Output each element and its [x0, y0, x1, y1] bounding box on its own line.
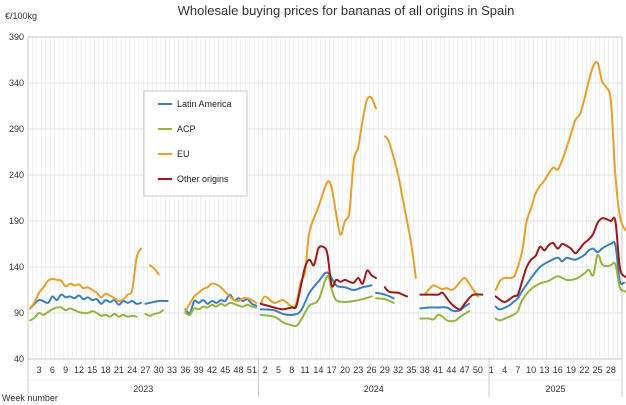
x-tick-label: 7 [515, 365, 520, 375]
x-tick-label: 50 [473, 365, 483, 375]
x-tick-label: 19 [566, 365, 576, 375]
y-tick-label: 390 [9, 32, 24, 42]
x-tick-label: 45 [220, 365, 230, 375]
x-tick-label: 9 [63, 365, 68, 375]
x-tick-label: 36 [180, 365, 190, 375]
year-label: 2025 [545, 384, 565, 394]
y-tick-label: 340 [9, 78, 24, 88]
x-tick-label: 48 [234, 365, 244, 375]
x-tick-label: 16 [553, 365, 563, 375]
x-tick-label: 8 [289, 365, 294, 375]
year-labels: 2023 2024 2025 [27, 359, 623, 397]
y-tick-label: 190 [9, 216, 24, 226]
legend-label-other-origins: Other origins [177, 174, 229, 184]
x-tick-label: 32 [393, 365, 403, 375]
x-tick-label: 38 [420, 365, 430, 375]
series-latin-america [29, 240, 626, 316]
x-tick-label: 1 [489, 365, 494, 375]
x-tick-label: 13 [539, 365, 549, 375]
y-tick-labels: 40 90 140 190 240 290 340 390 [9, 32, 24, 364]
legend-label-eu: EU [177, 149, 190, 159]
y-tick-label: 140 [9, 262, 24, 272]
series-line-acp [494, 253, 626, 322]
series-line-eu [383, 135, 417, 280]
x-tick-label: 26 [367, 365, 377, 375]
legend: Latin America ACP EU Other origins [143, 90, 248, 197]
series-line-latin-america [374, 291, 395, 300]
y-tick-label: 240 [9, 170, 24, 180]
x-tick-label: 12 [74, 365, 84, 375]
x-tick-label: 20 [340, 365, 350, 375]
legend-label-latin-america: Latin America [177, 99, 232, 109]
series-other-origins [259, 216, 626, 311]
x-tick-label: 27 [140, 365, 150, 375]
series-line-latin-america [144, 299, 169, 305]
series-line-latin-america [494, 240, 626, 311]
x-tick-label: 2 [263, 365, 268, 375]
x-tick-label: 44 [446, 365, 456, 375]
y-tick-label: 40 [14, 354, 24, 364]
x-tick-label: 30 [154, 365, 164, 375]
x-tick-label: 22 [579, 365, 589, 375]
x-tick-label: 18 [101, 365, 111, 375]
series-line-other-origins [419, 291, 484, 311]
x-tick-label: 10 [526, 365, 536, 375]
series-line-eu [148, 264, 160, 276]
series-line-eu [423, 277, 479, 298]
x-tick-label: 47 [460, 365, 470, 375]
series-line-acp [374, 297, 395, 304]
plot-frame [27, 36, 623, 360]
x-axis-label: Week number [2, 393, 58, 403]
x-tick-label: 17 [327, 365, 337, 375]
series-line-acp [419, 310, 471, 323]
series-line-latin-america [259, 271, 373, 316]
year-label: 2023 [133, 384, 153, 394]
series-lines [29, 60, 626, 327]
y-tick-label: 90 [14, 308, 24, 318]
series-line-acp [259, 275, 373, 327]
x-tick-label: 29 [380, 365, 390, 375]
x-tick-label: 25 [593, 365, 603, 375]
chart-title: Wholesale buying prices for bananas of a… [178, 3, 515, 18]
series-line-latin-america [29, 293, 143, 310]
series-line-other-origins [383, 286, 409, 298]
x-tick-label: 21 [114, 365, 124, 375]
series-line-acp [184, 301, 258, 316]
series-line-other-origins [494, 216, 626, 303]
series-line-eu [29, 247, 143, 310]
y-tick-label: 290 [9, 124, 24, 134]
x-tick-label: 51 [247, 365, 257, 375]
x-tick-label: 35 [406, 365, 416, 375]
x-tick-label: 41 [433, 365, 443, 375]
grid-lines [27, 36, 623, 360]
series-eu [29, 60, 626, 313]
series-line-acp [144, 309, 165, 317]
x-tick-label: 4 [502, 365, 507, 375]
x-tick-label: 11 [300, 365, 309, 375]
series-line-latin-america [184, 293, 258, 315]
series-line-acp [29, 306, 138, 322]
y-axis-unit: €/100kg [5, 11, 37, 21]
year-label: 2024 [364, 384, 384, 394]
series-line-eu [494, 60, 626, 291]
legend-label-acp: ACP [177, 124, 196, 134]
x-tick-label: 24 [127, 365, 137, 375]
series-acp [29, 253, 626, 327]
x-tick-label: 6 [50, 365, 55, 375]
x-tick-label: 39 [194, 365, 204, 375]
x-tick-label: 23 [353, 365, 363, 375]
series-line-latin-america [419, 302, 471, 313]
series-line-other-origins [259, 245, 377, 311]
series-line-eu [184, 282, 258, 313]
series-line-eu [259, 95, 377, 309]
x-tick-label: 33 [167, 365, 177, 375]
x-tick-label: 14 [313, 365, 323, 375]
x-tick-label: 3 [37, 365, 42, 375]
x-tick-label: 5 [276, 365, 281, 375]
x-tick-label: 42 [207, 365, 217, 375]
x-tick-label: 15 [87, 365, 97, 375]
x-tick-label: 28 [606, 365, 616, 375]
x-tick-labels: 3 6 9 12 15 18 21 24 27 30 33 36 39 42 45 48 51 2 5 8 11 14 17… [37, 365, 616, 375]
